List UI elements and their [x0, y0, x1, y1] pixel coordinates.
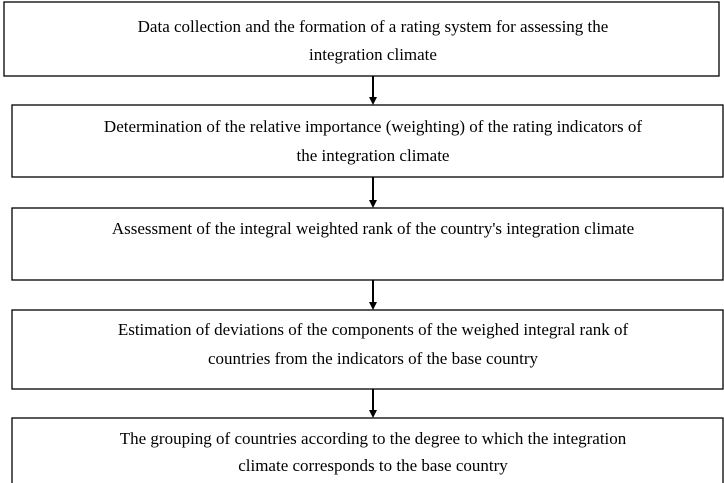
step-text: climate corresponds to the base country [238, 456, 508, 475]
step-text: integration climate [309, 45, 437, 64]
step-box [11, 207, 724, 281]
step-text: Estimation of deviations of the componen… [118, 320, 629, 339]
step-text: countries from the indicators of the bas… [208, 349, 538, 368]
step-text: Data collection and the formation of a r… [138, 17, 609, 36]
step-text: Assessment of the integral weighted rank… [112, 219, 634, 238]
step-text: Determination of the relative importance… [104, 117, 642, 136]
step-box [11, 309, 724, 390]
step-box [3, 1, 720, 77]
step-text: the integration climate [297, 146, 450, 165]
step-box [11, 104, 724, 178]
step-box [11, 417, 724, 483]
step-text: The grouping of countries according to t… [120, 429, 627, 448]
